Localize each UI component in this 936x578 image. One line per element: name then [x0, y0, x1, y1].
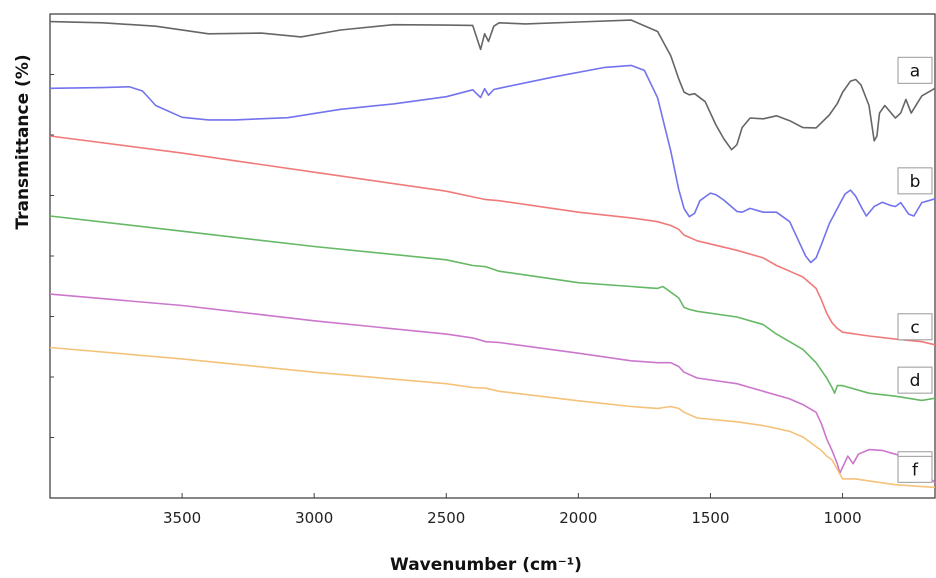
series-line-d — [49, 215, 936, 402]
series-label-box — [897, 167, 933, 195]
series-labels: abcdef — [897, 56, 933, 483]
series-label-box — [897, 313, 933, 341]
x-tick-label: 3000 — [295, 509, 333, 527]
x-tick-label: 1000 — [823, 509, 861, 527]
series-line-e — [49, 293, 936, 484]
x-tick-label: 2500 — [427, 509, 465, 527]
x-tick-label: 3500 — [163, 509, 201, 527]
series-label-text: f — [912, 460, 919, 480]
series-lines — [49, 19, 936, 489]
series-label-box — [897, 56, 933, 84]
series-label-a: a — [897, 56, 933, 84]
series-label-box — [897, 366, 933, 394]
series-label-text: d — [910, 371, 921, 391]
series-label-text: b — [910, 172, 921, 192]
series-label-box — [897, 455, 933, 483]
series-label-b: b — [897, 167, 933, 195]
series-line-c — [49, 135, 936, 346]
y-axis-ticks — [50, 74, 54, 438]
series-line-f — [49, 346, 936, 489]
series-label-c: c — [897, 313, 933, 341]
x-tick-label: 1500 — [691, 509, 729, 527]
x-axis-title: Wavenumber (cm⁻¹) — [390, 555, 582, 575]
x-tick-label: 2000 — [559, 509, 597, 527]
series-line-a — [49, 19, 936, 151]
series-line-b — [49, 64, 936, 264]
y-axis-title: Transmittance (%) — [13, 54, 33, 229]
x-axis-ticks: 3500 3000 2500 2000 1500 1000 — [163, 493, 862, 527]
plot-frame — [49, 13, 936, 499]
series-label-text: c — [910, 318, 919, 338]
series-label-f: f — [897, 455, 933, 483]
series-label-text: a — [910, 61, 920, 81]
series-label-d: d — [897, 366, 933, 394]
